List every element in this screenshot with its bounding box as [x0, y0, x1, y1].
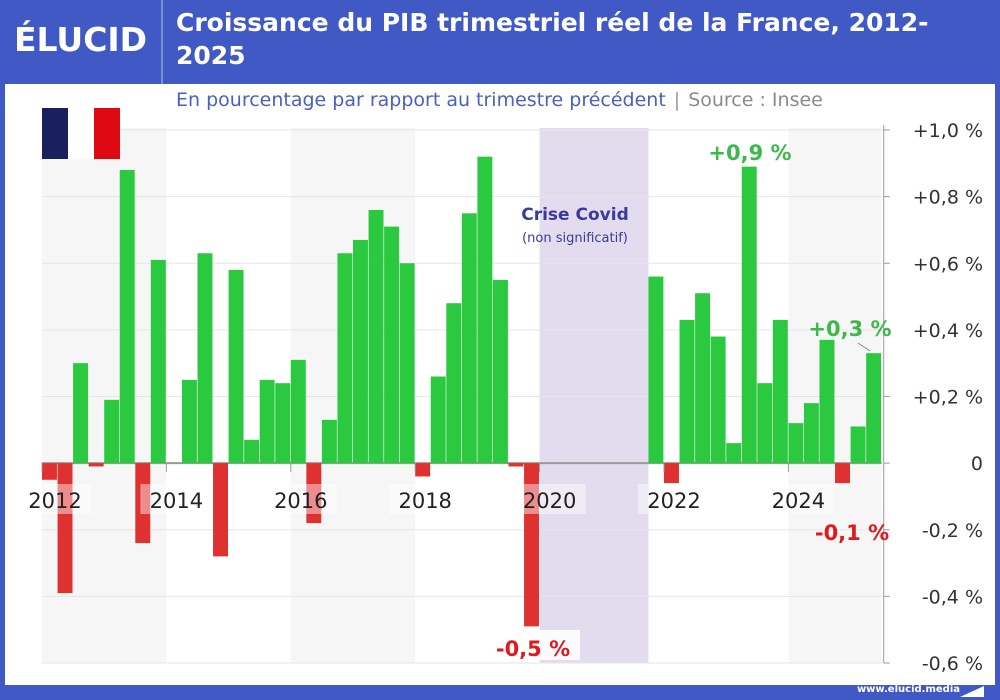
y-tick-label: +0,2 % — [913, 387, 983, 409]
bar — [695, 293, 711, 464]
bar — [835, 463, 850, 484]
bar — [228, 269, 244, 464]
x-tick-label: 2014 — [150, 489, 203, 513]
bar — [850, 426, 866, 464]
bar — [73, 363, 89, 464]
last-value-label: +0,3 % — [808, 317, 891, 341]
covid-note: (non significatif) — [522, 231, 628, 246]
bar — [524, 463, 539, 627]
bar — [757, 383, 773, 464]
min-value-label: -0,5 % — [496, 637, 570, 661]
x-label-bg — [762, 484, 835, 514]
y-tick-label: -0,4 % — [922, 586, 983, 608]
bar — [290, 359, 306, 464]
bar — [788, 423, 804, 464]
x-tick-label: 2018 — [398, 489, 451, 513]
bar — [337, 253, 353, 464]
bar — [415, 463, 431, 477]
neg-value-label: -0,1 % — [815, 521, 889, 545]
x-label-bg — [513, 484, 586, 514]
bar — [181, 379, 197, 464]
bar — [275, 383, 291, 464]
bar — [508, 463, 524, 467]
bar — [135, 463, 151, 544]
bar — [399, 263, 415, 464]
bar — [259, 379, 275, 464]
bar — [819, 339, 835, 464]
bar — [492, 279, 508, 464]
last-label-leader — [857, 342, 871, 352]
y-tick-label: +0,6 % — [913, 253, 983, 275]
bar — [42, 463, 57, 480]
x-label-bg — [389, 484, 462, 514]
bar — [384, 226, 400, 464]
y-tick-label: 0 — [971, 453, 983, 475]
bar — [679, 319, 695, 464]
footer-url: www.elucid.media — [856, 684, 960, 695]
x-tick-label: 2024 — [772, 489, 825, 513]
elucid-logo: ÉLUCID — [14, 20, 148, 59]
chart-subtitle: En pourcentage par rapport au trimestre … — [176, 89, 823, 111]
x-label-bg — [638, 484, 710, 514]
x-tick-label: 2020 — [523, 489, 576, 513]
source-text: Source : Insee — [688, 89, 823, 111]
chart-title: Croissance du PIB trimestriel réel de la… — [176, 8, 929, 70]
bar — [213, 463, 228, 557]
y-tick-label: -0,6 % — [922, 653, 983, 675]
bar — [150, 259, 166, 464]
bar — [741, 166, 757, 464]
elucid-mark-icon — [960, 686, 984, 697]
france-flag-icon — [42, 108, 120, 159]
background-band — [539, 128, 649, 663]
x-tick-label: 2022 — [647, 489, 700, 513]
x-tick-label: 2016 — [274, 489, 327, 513]
bar — [477, 156, 493, 464]
bar — [57, 463, 73, 594]
x-label-bg — [264, 484, 337, 514]
subtitle-separator: | — [673, 89, 681, 111]
bar — [866, 353, 882, 464]
subtitle-text: En pourcentage par rapport au trimestre … — [176, 89, 666, 111]
covid-label: Crise Covid — [521, 205, 629, 225]
y-tick-label: +0,4 % — [913, 320, 983, 342]
bar — [368, 209, 384, 464]
bar — [803, 403, 819, 464]
x-tick-label: 2012 — [28, 489, 81, 513]
y-tick-label: +0,8 % — [913, 187, 983, 209]
bar — [197, 253, 213, 464]
bar — [664, 463, 679, 484]
bar — [710, 336, 726, 464]
bar — [321, 419, 337, 464]
bar — [648, 276, 664, 464]
header-divider — [161, 0, 163, 84]
y-tick-label: +1,0 % — [913, 120, 983, 142]
bar — [446, 303, 462, 464]
x-label-bg — [140, 484, 213, 514]
bar — [726, 443, 742, 464]
min-label-bg — [488, 630, 580, 660]
bar — [461, 213, 477, 464]
y-tick-label: -0,2 % — [922, 520, 983, 542]
bar — [104, 399, 120, 464]
bar — [306, 463, 322, 524]
bar — [430, 376, 446, 464]
x-label-bg — [19, 484, 91, 514]
bar — [119, 169, 135, 464]
bar — [353, 239, 368, 464]
bar — [244, 439, 260, 464]
bar — [88, 463, 104, 467]
max-value-label: +0,9 % — [708, 141, 791, 165]
bar — [772, 319, 788, 464]
